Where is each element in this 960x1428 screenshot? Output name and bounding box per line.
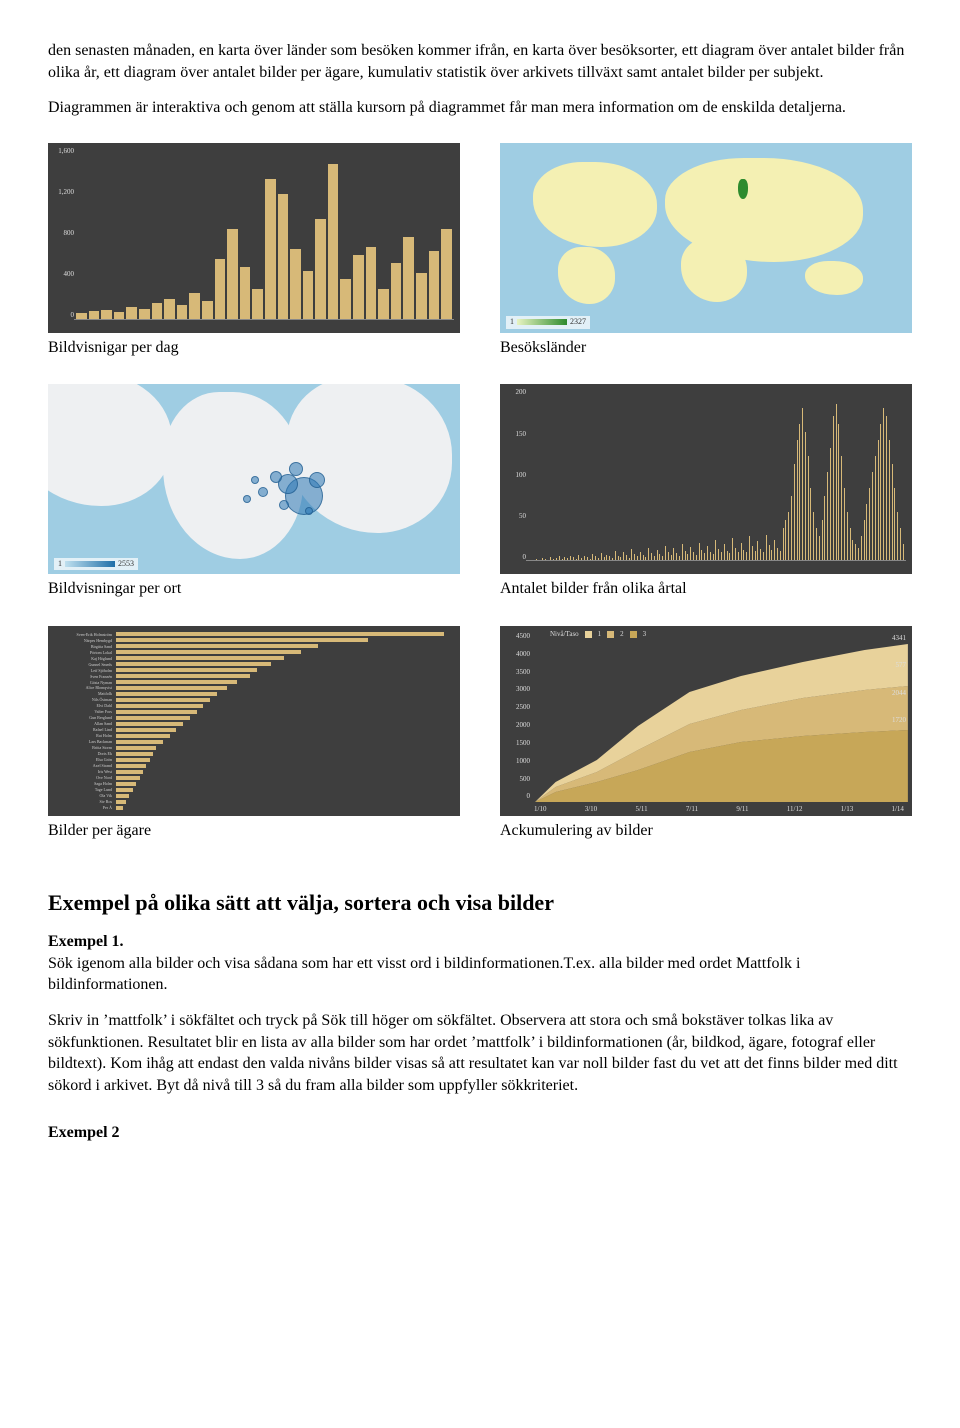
chart-visitor-countries: 1 2327 Besöksländer: [500, 143, 912, 377]
section-heading: Exempel på olika sätt att välja, sortera…: [48, 888, 912, 918]
chart-accumulation: 450040003500300025002000150010005000 Niv…: [500, 626, 912, 860]
chart-caption: Bildvisningar per ort: [48, 578, 460, 600]
map-legend: 1 2553: [54, 558, 138, 571]
example-1-heading: Exempel 1.: [48, 931, 912, 953]
example-1-body: Sök igenom alla bilder och visa sådana s…: [48, 953, 912, 996]
example-1-p2: Skriv in ’mattfolk’ i sökfältet och tryc…: [48, 1010, 912, 1096]
bar-chart[interactable]: 200150100500: [500, 384, 912, 574]
charts-grid: 1,6001,2008004000 Bildvisnigar per dag 1…: [48, 143, 912, 860]
stacked-area-chart[interactable]: 450040003500300025002000150010005000 Niv…: [500, 626, 912, 816]
chart-caption: Besöksländer: [500, 337, 912, 359]
hbar-chart[interactable]: Sven-Erik HolmströmNärpes HembygdBirgitt…: [48, 626, 460, 816]
chart-images-per-owner: Sven-Erik HolmströmNärpes HembygdBirgitt…: [48, 626, 460, 860]
world-map[interactable]: 1 2327: [500, 143, 912, 333]
chart-caption: Antalet bilder från olika årtal: [500, 578, 912, 600]
chart-caption: Bildvisnigar per dag: [48, 337, 460, 359]
intro-paragraph-2: Diagrammen är interaktiva och genom att …: [48, 97, 912, 119]
chart-caption: Ackumulering av bilder: [500, 820, 912, 842]
area-callouts: 4341 577 2044 1720: [892, 634, 906, 726]
chart-caption: Bilder per ägare: [48, 820, 460, 842]
example-2-heading: Exempel 2: [48, 1122, 912, 1144]
bubble-map[interactable]: 1 2553: [48, 384, 460, 574]
intro-paragraph-1: den senasten månaden, en karta över länd…: [48, 40, 912, 83]
bar-chart[interactable]: 1,6001,2008004000: [48, 143, 460, 333]
chart-views-per-city: 1 2553 Bildvisningar per ort: [48, 384, 460, 618]
map-legend: 1 2327: [506, 316, 590, 329]
chart-images-per-year: 200150100500 Antalet bilder från olika å…: [500, 384, 912, 618]
country-highlight-finland: [738, 179, 748, 199]
chart-views-per-day: 1,6001,2008004000 Bildvisnigar per dag: [48, 143, 460, 377]
area-legend: Nivå/Taso 1 2 3: [550, 630, 646, 639]
